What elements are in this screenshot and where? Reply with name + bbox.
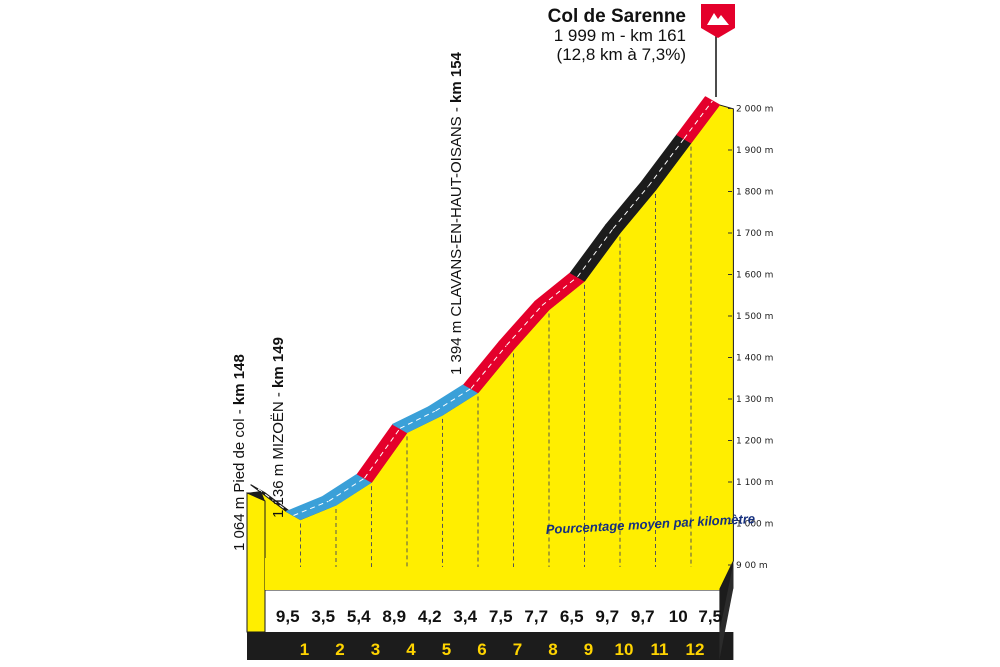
y-tick-label: 1 400 m: [736, 354, 773, 364]
landmark-label: 1 064 m Pied de col - km 148: [231, 354, 248, 551]
summit-block: Col de Sarenne 1 999 m - km 161 (12,8 km…: [548, 4, 735, 97]
summit-altitude-km: 1 999 m - km 161: [554, 26, 686, 45]
y-tick-label: 1 200 m: [736, 437, 773, 447]
y-tick-label: 1 300 m: [736, 395, 773, 405]
segment-centerline: [293, 500, 330, 516]
km-label: 12: [686, 640, 705, 659]
segment-centerline: [683, 100, 713, 139]
segment-centerline: [399, 410, 436, 429]
profile-area-layer: [246, 104, 734, 633]
landmark-label: 1 136 m MIZOËN - km 149: [270, 337, 287, 518]
km-label: 1: [300, 640, 309, 659]
y-tick-label: 2 000 m: [736, 105, 773, 115]
segment-centerline: [470, 345, 507, 389]
gradient-value: 9,7: [595, 607, 619, 626]
segment-centerline: [364, 428, 401, 479]
y-tick-label: 1 800 m: [736, 188, 773, 198]
gradient-value: 7,5: [489, 607, 513, 626]
gradient-value: 3,5: [311, 607, 335, 626]
km-label: 6: [477, 640, 486, 659]
km-label: 8: [548, 640, 557, 659]
gradient-value: 5,4: [347, 607, 371, 626]
km-label: 4: [406, 640, 416, 659]
segment-centerline: [577, 228, 614, 278]
profile-base-layer: [247, 561, 734, 660]
segment-centerline: [541, 276, 578, 306]
km-label: 10: [615, 640, 634, 659]
y-tick-label: 1 900 m: [736, 146, 773, 156]
segment-centerline: [435, 388, 472, 412]
km-label: 11: [651, 640, 669, 659]
gradient-value: 9,7: [631, 607, 655, 626]
mountain-icon: [707, 13, 729, 25]
km-label: 9: [584, 640, 593, 659]
km-strip-side: [719, 563, 734, 660]
segment-centerline: [612, 185, 649, 230]
km-label: 2: [335, 640, 344, 659]
y-tick-label: 1 500 m: [736, 312, 773, 322]
km-label: 3: [371, 640, 380, 659]
profile-segment-layer: [247, 96, 720, 521]
landmark-label: 1 394 m CLAVANS-EN-HAUT-OISANS - km 154: [448, 51, 465, 375]
gradient-segment: [676, 96, 720, 144]
profile-area-lower: [265, 558, 720, 590]
segment-centerline: [648, 138, 685, 187]
gradient-value: 9,5: [276, 607, 300, 626]
gradient-value: 7,5: [698, 607, 722, 626]
start-shoulder: [247, 490, 265, 501]
y-tick-label: 1 700 m: [736, 229, 773, 239]
km-label: 5: [442, 640, 451, 659]
gradient-value: 6,5: [560, 607, 584, 626]
profile-start-wall: [246, 492, 266, 633]
y-axis: 9 00 m 1 000 m 1 100 m 1 200 m 1 300 m 1 400 …: [728, 105, 773, 571]
gradient-value: 3,4: [453, 607, 477, 626]
y-tick-label: 1 100 m: [736, 478, 773, 488]
segment-centerline: [328, 477, 365, 502]
gradient-value: 10: [669, 607, 688, 626]
gradient-value: 7,7: [524, 607, 548, 626]
gradient-value: 8,9: [382, 607, 406, 626]
km-strip: [247, 632, 734, 660]
profile-labels-layer: 9,5 3,5 5,4 8,9 4,2 3,4 7,5 7,7 6,5 9,7 9,7 10 7,51 2…: [231, 51, 722, 659]
y-tick-label: 9 00 m: [736, 561, 768, 571]
km-label: 7: [513, 640, 522, 659]
summit-length-gradient: (12,8 km à 7,3%): [557, 45, 686, 64]
y-tick-label: 1 000 m: [736, 520, 773, 530]
gradient-value: 4,2: [418, 607, 442, 626]
y-tick-label: 1 600 m: [736, 271, 773, 281]
summit-name: Col de Sarenne: [548, 6, 686, 27]
